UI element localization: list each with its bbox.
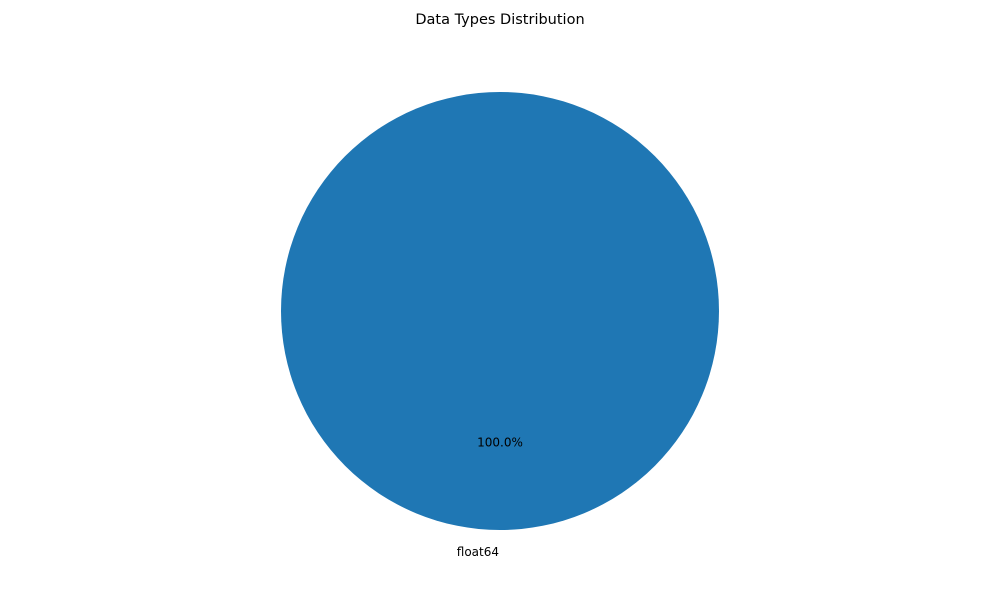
pie-slices [281,92,719,530]
pie-labels: 100.0% float64 [457,435,523,559]
pie-percent-label: 100.0% [477,435,523,449]
chart-title: Data Types Distribution [415,12,585,28]
pie-slice-float64 [281,92,719,530]
pie-category-label: float64 [457,545,499,559]
